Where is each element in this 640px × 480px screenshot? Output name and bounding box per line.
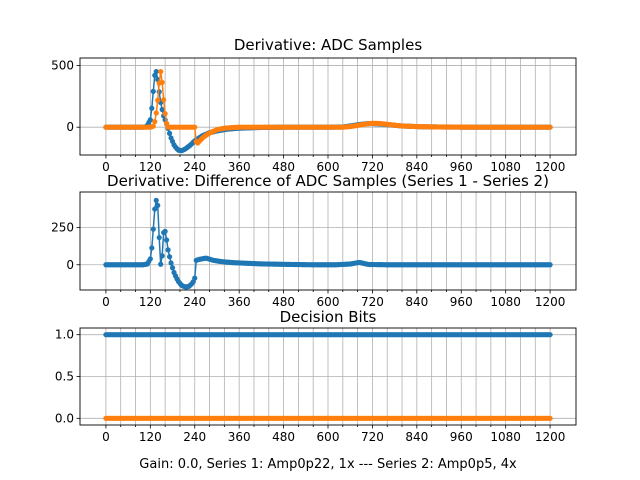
data-point xyxy=(162,111,168,117)
data-point xyxy=(149,245,155,251)
data-point xyxy=(153,68,159,75)
data-point xyxy=(161,97,167,103)
data-point xyxy=(192,124,198,130)
x-tick-label: 480 xyxy=(272,295,295,309)
x-tick-label: 1080 xyxy=(490,430,521,444)
data-point xyxy=(164,237,170,243)
x-tick-label: 1200 xyxy=(535,160,566,174)
data-point xyxy=(159,106,165,113)
data-point xyxy=(147,256,153,262)
data-point xyxy=(192,275,198,281)
x-tick-label: 0 xyxy=(102,295,110,309)
y-tick-label: 0.0 xyxy=(55,411,74,425)
chart-title: Derivative: ADC Samples xyxy=(234,36,422,54)
data-point xyxy=(547,262,553,268)
x-tick-label: 0 xyxy=(102,160,110,174)
x-tick-label: 840 xyxy=(405,295,428,309)
x-tick-label: 720 xyxy=(361,160,384,174)
data-point xyxy=(156,234,162,241)
x-tick-label: 0 xyxy=(102,430,110,444)
data-point xyxy=(166,130,173,136)
axes-frame xyxy=(79,327,577,426)
x-tick-label: 720 xyxy=(361,430,384,444)
x-tick-label: 1200 xyxy=(535,295,566,309)
x-tick-label: 1080 xyxy=(490,160,521,174)
x-tick-label: 600 xyxy=(317,430,340,444)
y-tick-label: 0 xyxy=(66,120,74,134)
chart-panel-difference: Derivative: Difference of ADC Samples (S… xyxy=(51,172,577,309)
axis-ticks: 0 500 0 120 240 360 480 600 720 840 960 1080 1200 xyxy=(51,58,565,174)
data-layer xyxy=(103,68,553,154)
x-tick-label: 600 xyxy=(317,160,340,174)
data-point xyxy=(547,332,553,338)
series-markers xyxy=(103,415,553,421)
chart-title: Derivative: Difference of ADC Samples (S… xyxy=(107,172,549,190)
x-tick-label: 480 xyxy=(272,160,295,174)
x-tick-label: 960 xyxy=(450,160,473,174)
axes-frame xyxy=(79,57,577,156)
data-point xyxy=(159,79,165,85)
y-tick-label: 0 xyxy=(66,258,74,272)
data-point xyxy=(159,253,165,259)
x-tick-label: 240 xyxy=(183,160,206,174)
x-tick-label: 120 xyxy=(139,430,162,444)
y-tick-label: 0.5 xyxy=(55,370,74,384)
x-tick-label: 840 xyxy=(405,430,428,444)
data-point xyxy=(162,228,168,234)
series-markers xyxy=(103,332,553,338)
data-point xyxy=(150,226,156,232)
series-markers xyxy=(103,197,553,290)
data-point xyxy=(153,110,159,116)
y-tick-label: 250 xyxy=(51,221,74,235)
x-tick-label: 960 xyxy=(450,295,473,309)
data-point xyxy=(155,97,161,103)
grid xyxy=(80,192,576,290)
chart-panel-decision-bits: Decision Bits 0.0 0.5 1.0 0 120 240 360 480 600 7… xyxy=(55,308,577,444)
data-point xyxy=(165,247,171,253)
series-markers xyxy=(103,68,553,146)
x-tick-label: 1200 xyxy=(535,430,566,444)
axes-frame xyxy=(79,191,577,291)
data-point xyxy=(169,265,176,271)
axis-ticks: 0 250 0 120 240 360 480 600 720 840 960 1080 1200 xyxy=(51,221,565,309)
y-tick-label: 500 xyxy=(51,58,74,72)
x-tick-label: 960 xyxy=(450,430,473,444)
x-tick-label: 360 xyxy=(228,160,251,174)
data-point xyxy=(547,415,553,421)
data-layer xyxy=(103,332,553,421)
x-tick-label: 1080 xyxy=(490,295,521,309)
data-point xyxy=(153,197,159,204)
data-point xyxy=(150,123,156,129)
data-point xyxy=(152,206,158,212)
y-tick-label: 1.0 xyxy=(55,328,74,342)
data-point xyxy=(149,105,155,111)
data-point xyxy=(150,88,156,94)
data-point xyxy=(166,254,173,260)
data-point xyxy=(152,119,158,125)
x-tick-label: 240 xyxy=(183,430,206,444)
chart-title: Decision Bits xyxy=(280,308,377,326)
x-tick-label: 120 xyxy=(139,160,162,174)
data-layer xyxy=(103,197,553,290)
data-point xyxy=(158,261,164,267)
x-tick-label: 360 xyxy=(228,295,251,309)
chart-panel-adc-samples: Derivative: ADC Samples 0 500 0 120 240 360 48… xyxy=(51,36,577,174)
x-tick-label: 120 xyxy=(139,295,162,309)
x-tick-label: 360 xyxy=(228,430,251,444)
data-point xyxy=(547,124,553,130)
data-point xyxy=(147,117,153,123)
x-tick-label: 840 xyxy=(405,160,428,174)
figure-caption: Gain: 0.0, Series 1: Amp0p22, 1x --- Ser… xyxy=(139,457,517,472)
x-tick-label: 720 xyxy=(361,295,384,309)
x-tick-label: 240 xyxy=(183,295,206,309)
data-point xyxy=(155,202,161,208)
data-point xyxy=(158,68,164,75)
x-tick-label: 480 xyxy=(272,430,295,444)
x-tick-label: 600 xyxy=(317,295,340,309)
axis-ticks: 0.0 0.5 1.0 0 120 240 360 480 600 720 840 960 1080 12… xyxy=(55,328,565,444)
data-point xyxy=(168,260,174,266)
